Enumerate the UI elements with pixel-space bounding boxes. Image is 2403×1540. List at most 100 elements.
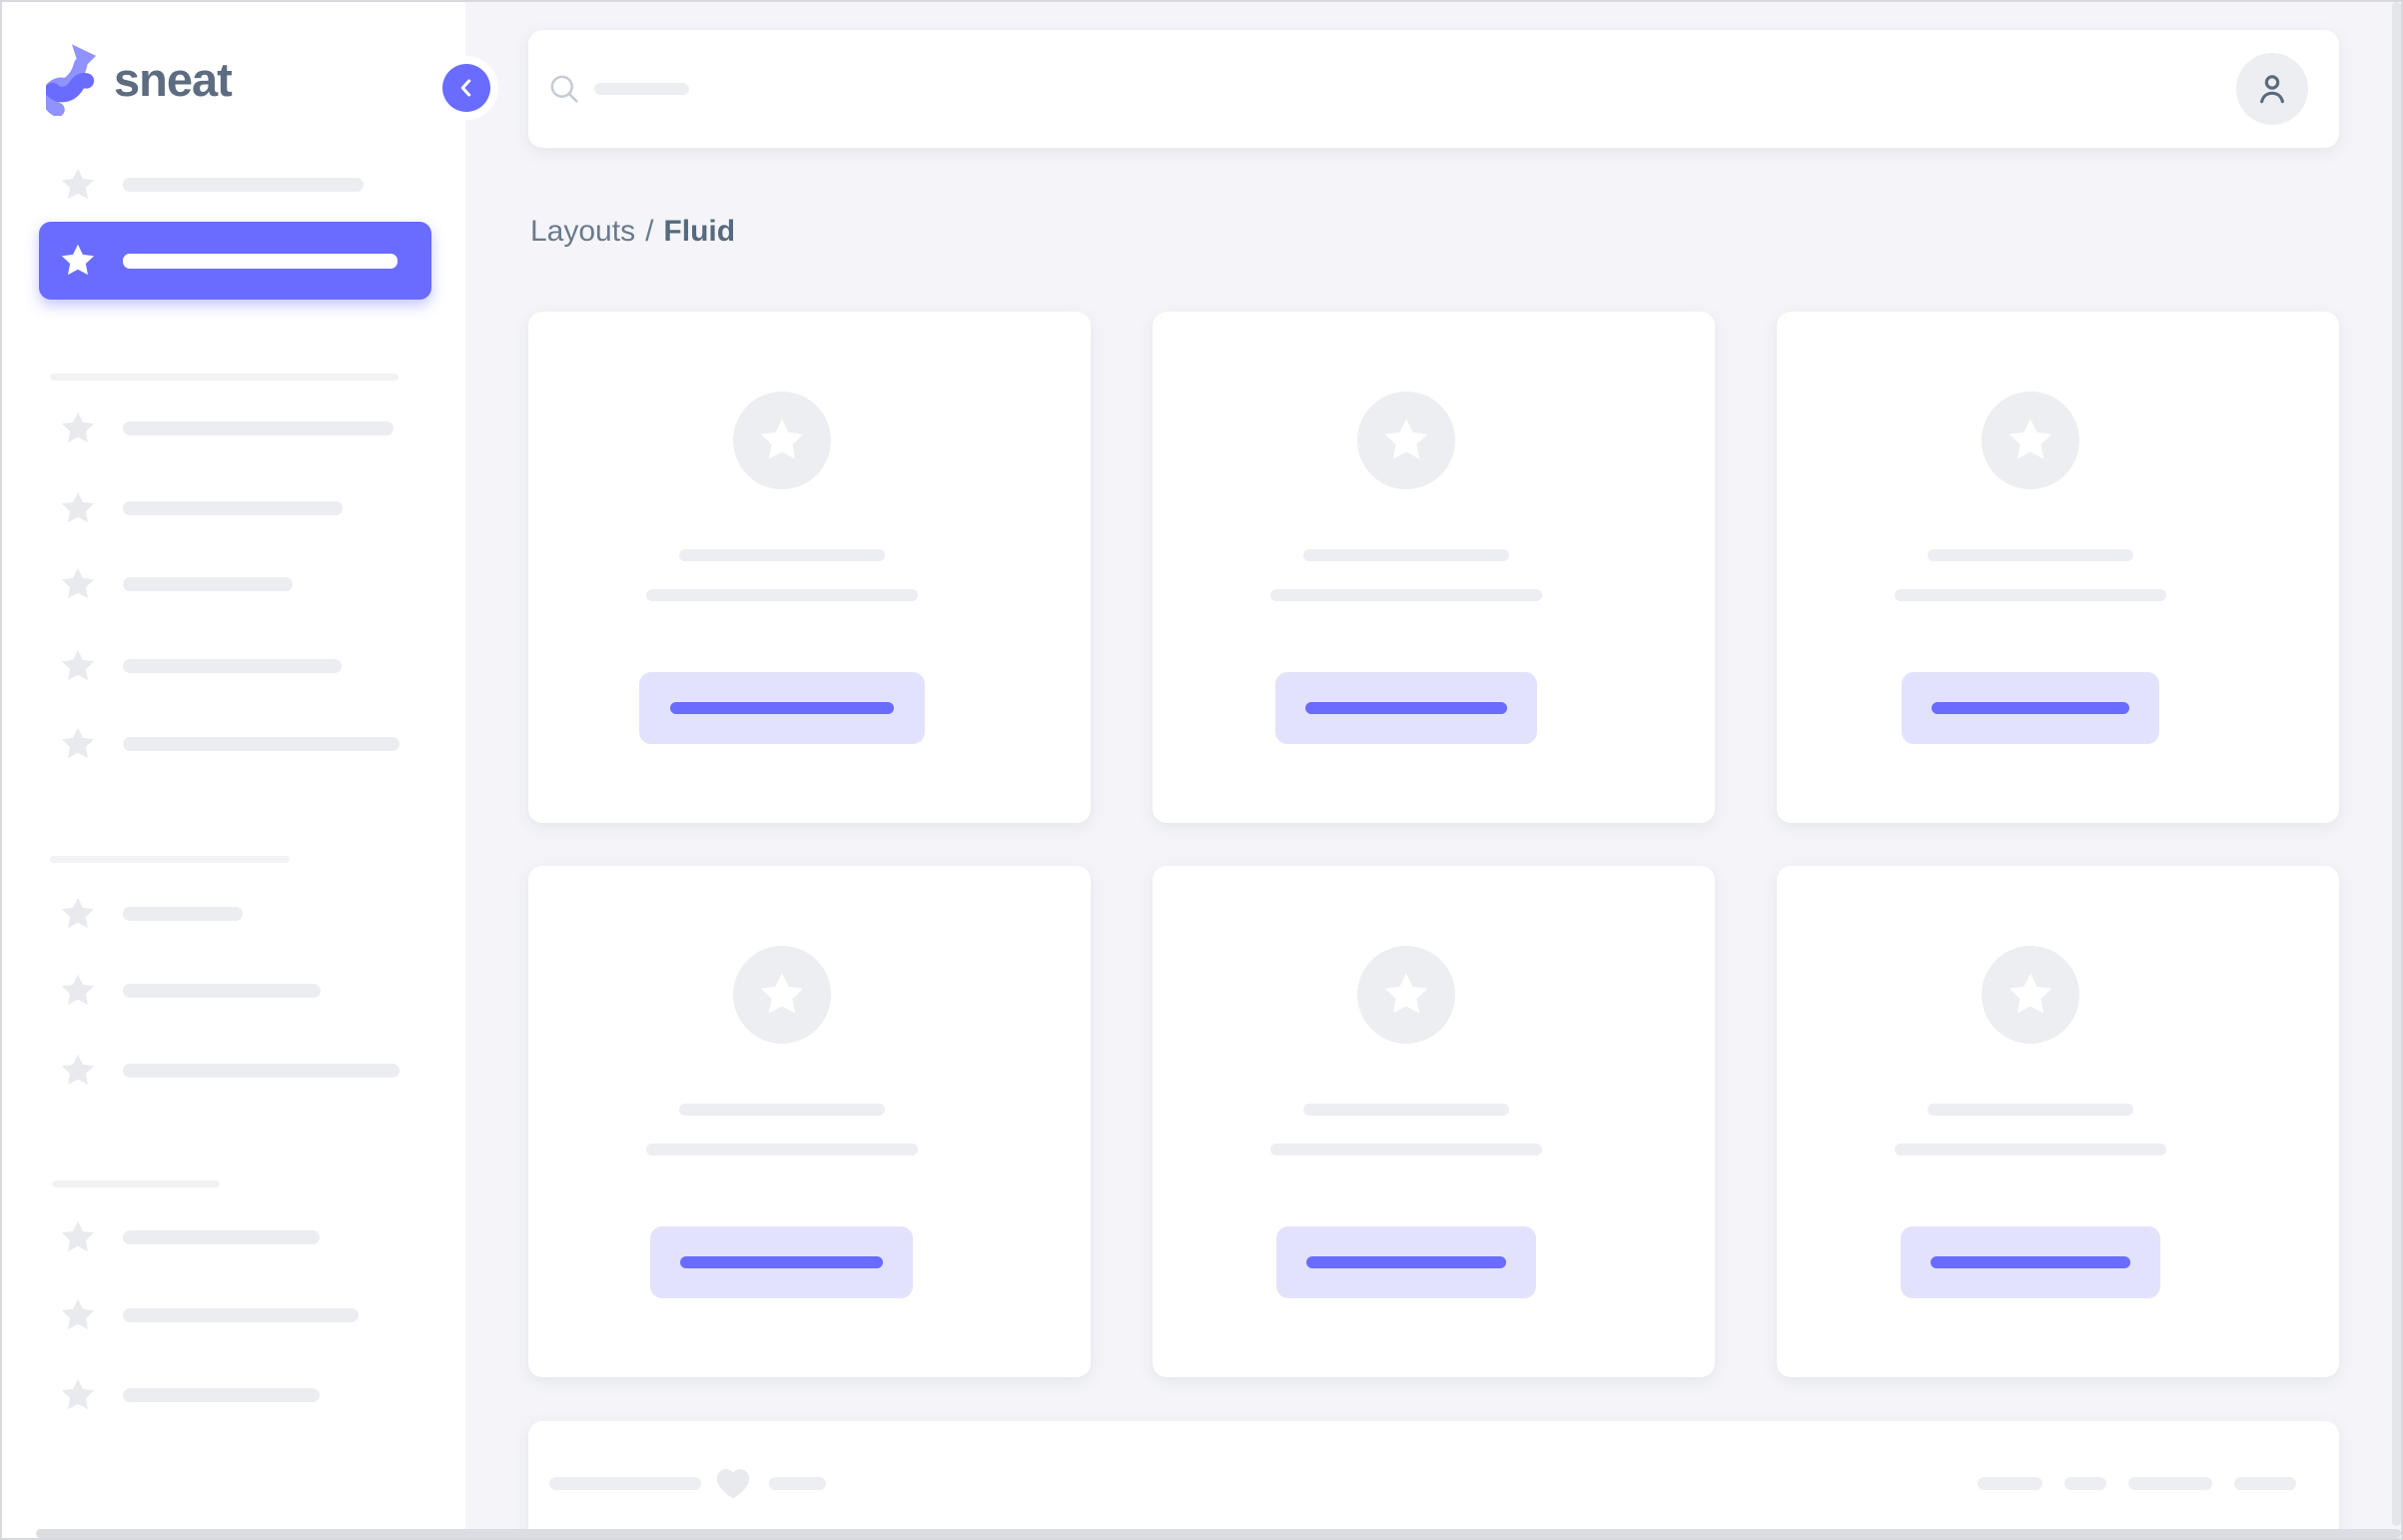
sidebar-menu — [2, 2, 465, 1538]
menu-label-placeholder — [123, 1388, 320, 1402]
avatar-circle — [1356, 391, 1455, 489]
menu-label-placeholder — [123, 907, 243, 921]
button-label-placeholder — [680, 1256, 883, 1268]
placeholder-bar — [2128, 1476, 2212, 1490]
search-bar[interactable] — [528, 30, 2339, 148]
placeholder-card — [1153, 312, 1715, 823]
sidebar-menu-item[interactable] — [2, 469, 465, 547]
title-placeholder-bar — [1927, 1104, 2133, 1116]
menu-label-placeholder — [123, 737, 400, 751]
card-content — [1153, 866, 1659, 1377]
star-icon — [61, 1220, 95, 1252]
placeholder-card — [1153, 866, 1715, 1377]
title-placeholder-bar — [1302, 1104, 1509, 1116]
text-placeholder-bar — [1894, 1144, 2166, 1155]
placeholder-bar — [1978, 1476, 2042, 1490]
footer-card — [528, 1421, 2339, 1538]
star-icon — [2008, 418, 2051, 459]
sidebar-menu-item[interactable] — [2, 705, 465, 783]
button-label-placeholder — [1305, 1256, 1506, 1268]
breadcrumb-current: Fluid — [663, 215, 736, 248]
breadcrumb-parent-link[interactable]: Layouts — [530, 215, 636, 248]
avatar-circle — [732, 391, 831, 489]
text-placeholder-bar — [1269, 1144, 1542, 1155]
footer-content-row — [528, 1421, 2339, 1538]
star-icon — [61, 244, 95, 276]
sidebar-menu-item[interactable] — [2, 1032, 465, 1110]
title-placeholder-bar — [678, 549, 885, 561]
avatar-circle — [732, 946, 831, 1044]
button-placeholder[interactable] — [1900, 1226, 2160, 1298]
text-placeholder-bar — [645, 589, 918, 601]
menu-label-placeholder — [123, 253, 398, 269]
sidebar-menu-item[interactable] — [2, 146, 465, 224]
button-placeholder[interactable] — [1275, 1226, 1536, 1298]
user-avatar[interactable] — [2236, 53, 2308, 125]
sidebar-collapse-button[interactable] — [442, 64, 490, 112]
card-content — [1777, 312, 2283, 823]
star-icon — [760, 418, 803, 459]
star-icon — [61, 168, 95, 200]
text-placeholder-bar — [1894, 589, 2166, 601]
star-icon — [760, 973, 803, 1014]
card-grid — [528, 312, 2339, 1377]
vertical-scrollbar[interactable] — [2392, 2, 2401, 1526]
heart-icon[interactable] — [713, 1463, 753, 1503]
button-label-placeholder — [1930, 1256, 2130, 1268]
card-content — [528, 312, 1035, 823]
star-icon — [1384, 973, 1427, 1014]
sidebar-menu-item[interactable] — [2, 875, 465, 953]
logo-text: sneat — [114, 52, 233, 106]
sidebar-menu-item[interactable] — [39, 222, 431, 300]
footer-pagination-placeholders — [1978, 1476, 2296, 1490]
search-placeholder-bar — [594, 83, 689, 95]
placeholder-bar — [549, 1476, 701, 1490]
button-placeholder[interactable] — [650, 1226, 913, 1298]
button-placeholder[interactable] — [1274, 672, 1537, 744]
menu-label-placeholder — [123, 421, 394, 435]
avatar-circle — [1356, 946, 1455, 1044]
menu-label-placeholder — [123, 1308, 359, 1322]
placeholder-card — [528, 312, 1091, 823]
menu-label-placeholder — [123, 178, 364, 192]
star-icon — [61, 897, 95, 929]
sidebar-menu-item[interactable] — [2, 1276, 465, 1354]
menu-label-placeholder — [123, 1064, 400, 1078]
button-placeholder[interactable] — [1901, 672, 2159, 744]
star-icon — [61, 567, 95, 599]
star-icon — [61, 1054, 95, 1086]
star-icon — [61, 1378, 95, 1410]
button-label-placeholder — [669, 702, 894, 714]
breadcrumb-separator: / — [645, 215, 654, 248]
star-icon — [61, 411, 95, 443]
placeholder-card — [1777, 866, 2339, 1377]
sidebar-menu-item[interactable] — [2, 545, 465, 623]
horizontal-scrollbar[interactable] — [36, 1529, 2401, 1538]
title-placeholder-bar — [678, 1104, 885, 1116]
card-content — [1777, 866, 2283, 1377]
sidebar-menu-item[interactable] — [2, 1198, 465, 1276]
menu-label-placeholder — [123, 1230, 320, 1244]
button-placeholder[interactable] — [638, 672, 925, 744]
star-icon — [61, 974, 95, 1006]
sidebar: sneat — [2, 2, 490, 1538]
menu-section-divider — [50, 856, 290, 863]
menu-label-placeholder — [123, 984, 321, 998]
star-icon — [61, 491, 95, 523]
text-placeholder-bar — [645, 1144, 918, 1155]
placeholder-bar — [769, 1476, 826, 1490]
sidebar-menu-item[interactable] — [2, 389, 465, 467]
sidebar-menu-item[interactable] — [2, 952, 465, 1030]
sidebar-menu-item[interactable] — [2, 627, 465, 705]
star-icon — [1384, 418, 1427, 459]
star-icon — [61, 727, 95, 759]
sidebar-menu-item[interactable] — [2, 1356, 465, 1434]
logo[interactable]: sneat — [46, 42, 233, 116]
menu-section-divider — [52, 1180, 220, 1187]
chevron-left-icon — [453, 75, 479, 101]
menu-label-placeholder — [123, 659, 342, 673]
avatar-circle — [1981, 946, 2079, 1044]
person-icon — [2252, 69, 2292, 109]
card-content — [1153, 312, 1659, 823]
